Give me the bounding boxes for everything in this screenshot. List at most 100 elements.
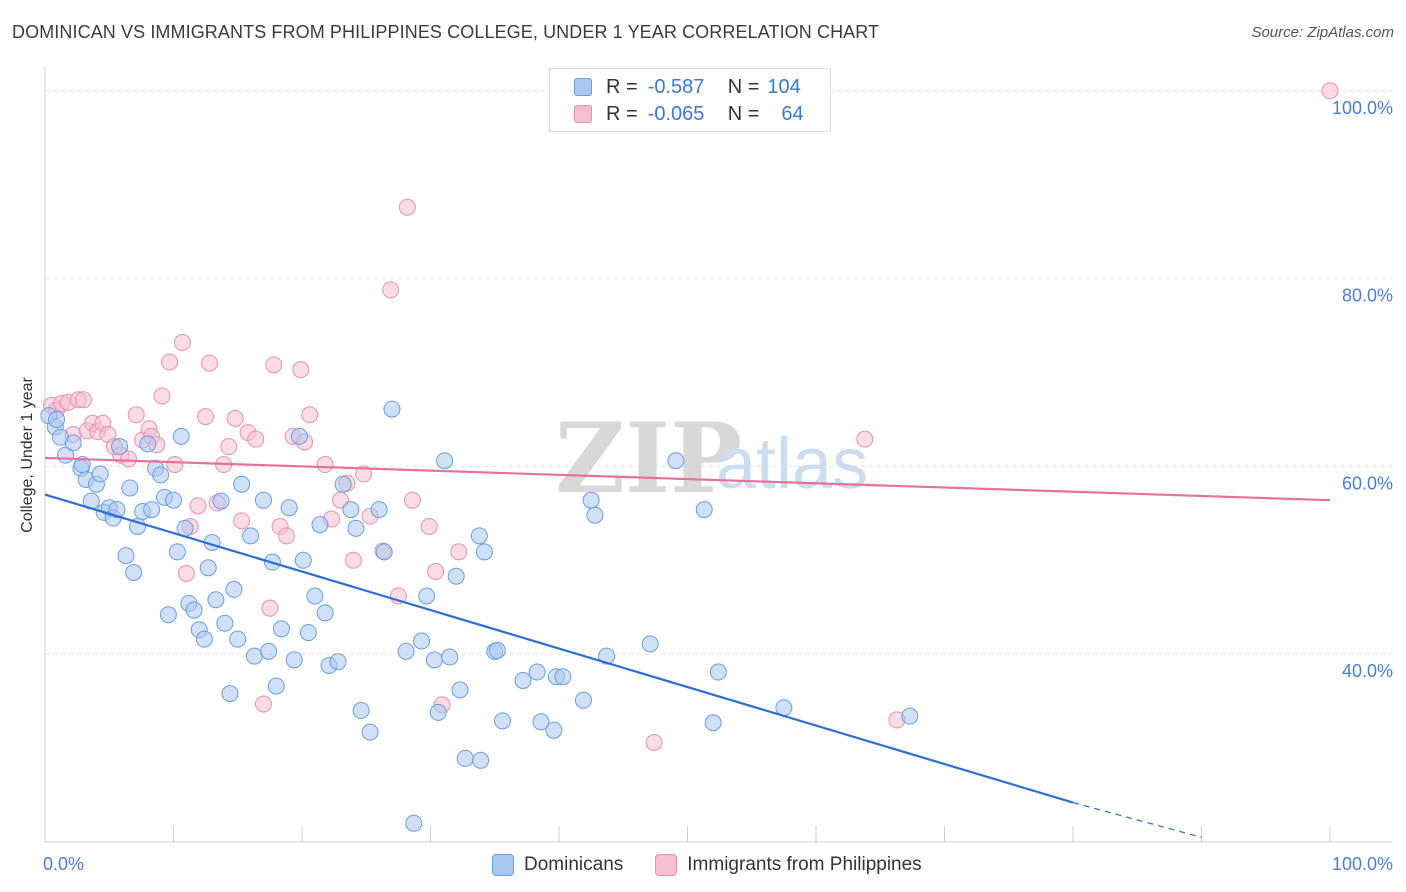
data-point-philippines	[316, 456, 334, 474]
y-tick-label-100: 100.0%	[1332, 98, 1393, 118]
data-point-dominicans	[667, 452, 685, 470]
data-point-philippines	[75, 391, 93, 409]
n-value: 104	[767, 75, 801, 98]
watermark-atlas: atlas	[716, 424, 868, 504]
data-point-dominicans	[528, 663, 546, 681]
data-point-dominicans	[695, 501, 713, 519]
r-label: R =	[606, 102, 638, 125]
data-point-dominicans	[532, 713, 550, 731]
data-point-philippines	[177, 564, 195, 582]
series-legend: Dominicans Immigrants from Philippines	[492, 852, 954, 878]
data-point-dominicans	[64, 434, 82, 452]
data-point-dominicans	[347, 519, 365, 537]
trendline-dominicans	[44, 493, 1074, 804]
data-point-dominicans	[370, 501, 388, 519]
data-point-philippines	[153, 387, 171, 405]
data-point-philippines	[200, 354, 218, 372]
data-point-dominicans	[159, 606, 177, 624]
source-label: Source: ZipAtlas.com	[1251, 24, 1394, 41]
data-point-dominicans	[165, 491, 182, 509]
data-point-dominicans	[375, 543, 393, 561]
data-point-dominicans	[117, 547, 135, 565]
pink-swatch	[574, 105, 592, 123]
legend-item-philippines[interactable]: Immigrants from Philippines	[655, 854, 922, 876]
data-point-dominicans	[329, 653, 347, 671]
data-point-dominicans	[447, 567, 465, 585]
x-tick-label-max: 100.0%	[1332, 854, 1393, 874]
data-point-philippines	[278, 527, 296, 545]
data-point-dominicans	[342, 501, 360, 519]
data-point-dominicans	[545, 721, 563, 739]
r-label: R =	[606, 75, 638, 98]
data-point-dominicans	[221, 685, 239, 703]
data-point-dominicans	[488, 641, 506, 659]
data-point-dominicans	[152, 466, 170, 484]
blue-swatch	[574, 78, 592, 96]
data-point-philippines	[233, 512, 251, 530]
data-point-dominicans	[475, 543, 493, 561]
data-point-dominicans	[245, 647, 263, 665]
data-point-dominicans	[901, 707, 919, 725]
data-point-dominicans	[429, 703, 447, 721]
data-point-philippines	[226, 410, 244, 427]
data-point-dominicans	[272, 620, 290, 638]
data-point-philippines	[161, 353, 179, 371]
data-point-philippines	[261, 599, 279, 617]
data-point-philippines	[856, 430, 874, 448]
data-point-dominicans	[91, 465, 109, 483]
y-tick-label-80: 80.0%	[1342, 286, 1393, 306]
data-point-dominicans	[451, 681, 469, 699]
data-point-dominicans	[172, 427, 190, 445]
data-point-philippines	[382, 281, 400, 299]
data-point-dominicans	[225, 580, 243, 598]
data-point-dominicans	[361, 723, 379, 741]
data-point-philippines	[645, 733, 663, 751]
data-point-dominicans	[229, 630, 247, 648]
data-point-dominicans	[306, 587, 324, 605]
data-point-philippines	[344, 551, 362, 569]
series-dominicans-points	[40, 400, 919, 832]
r-value: -0.587	[647, 75, 705, 98]
data-point-dominicans	[207, 591, 225, 609]
y-tick-labels: 40.0% 60.0% 80.0% 100.0%	[1332, 98, 1393, 681]
data-point-philippines	[420, 517, 438, 535]
data-point-dominicans	[121, 479, 139, 497]
n-label: N =	[727, 75, 760, 98]
data-point-dominicans	[260, 642, 278, 660]
data-point-dominicans	[472, 751, 490, 769]
data-point-dominicans	[139, 435, 157, 453]
data-point-philippines	[355, 465, 373, 483]
correlation-legend: R = -0.587 N = 104 R = -0.065 N = 64	[549, 68, 831, 132]
axes	[44, 66, 1392, 843]
legend-item-dominicans[interactable]: Dominicans	[492, 854, 623, 876]
data-point-dominicans	[48, 410, 66, 428]
data-point-dominicans	[383, 400, 401, 418]
data-point-dominicans	[280, 499, 298, 517]
data-point-dominicans	[352, 702, 370, 720]
data-point-dominicans	[598, 647, 616, 665]
data-point-dominicans	[418, 587, 436, 605]
y-tick-label-40: 40.0%	[1342, 661, 1393, 681]
y-tick-label-60: 60.0%	[1342, 473, 1393, 493]
data-point-dominicans	[294, 551, 312, 569]
data-point-dominicans	[73, 456, 91, 474]
data-point-philippines	[247, 430, 265, 448]
data-point-dominicans	[233, 475, 251, 493]
data-point-dominicans	[168, 543, 186, 561]
data-point-dominicans	[425, 651, 443, 669]
data-point-dominicans	[212, 492, 230, 510]
data-point-dominicans	[108, 501, 126, 519]
data-point-dominicans	[143, 501, 161, 519]
data-point-dominicans	[285, 651, 303, 669]
data-point-dominicans	[582, 491, 600, 509]
data-point-philippines	[427, 563, 445, 581]
data-point-philippines	[265, 356, 283, 374]
data-point-dominicans	[125, 564, 143, 581]
data-point-dominicans	[216, 614, 234, 632]
chart-title: DOMINICAN VS IMMIGRANTS FROM PHILIPPINES…	[12, 22, 880, 42]
data-point-philippines	[301, 406, 319, 424]
trend-lines	[44, 456, 1331, 838]
legend-row-dominicans: R = -0.587 N = 104	[574, 75, 801, 99]
trendline-dominicans-extension	[1072, 801, 1202, 838]
data-point-dominicans	[199, 559, 217, 577]
